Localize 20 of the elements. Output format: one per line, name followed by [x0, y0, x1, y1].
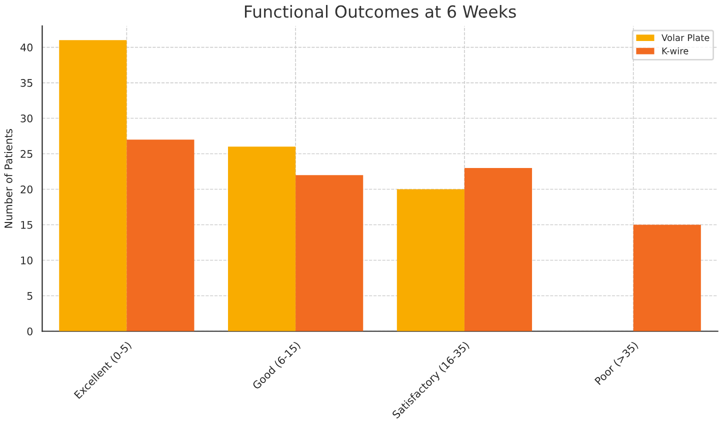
y-tick-label: 20: [20, 185, 33, 194]
bar: [633, 224, 701, 332]
y-tick-label: 10: [21, 256, 33, 264]
bar: [126, 140, 194, 332]
y-tick-label: 30: [20, 114, 33, 122]
legend-label: K-wire: [662, 47, 688, 54]
bar: [396, 189, 464, 332]
chart-title: Functional Outcomes at 6 Weeks: [244, 4, 516, 18]
y-axis-title: Number of Patients: [4, 129, 12, 228]
y-tick-label: 5: [27, 292, 32, 300]
bar: [464, 168, 532, 332]
legend-label: Volar Plate: [662, 34, 710, 42]
bar: [59, 40, 127, 332]
y-tick-label: 40: [20, 44, 33, 52]
bar: [228, 146, 296, 332]
bar: [296, 175, 364, 332]
y-tick-label: 15: [21, 221, 32, 229]
y-tick-label: 25: [20, 150, 32, 158]
y-tick-label: 0: [27, 327, 33, 336]
y-tick-label: 35: [20, 79, 32, 87]
